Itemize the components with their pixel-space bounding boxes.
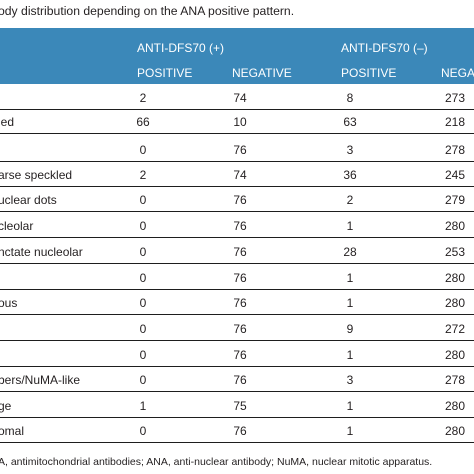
- table-row: ge 1 75 1 280: [0, 394, 474, 418]
- cell-pos2: 1: [346, 399, 354, 413]
- cell-neg2: 273: [444, 91, 466, 105]
- cell-neg1: 76: [233, 193, 247, 207]
- col-header-negative-1: NEGATIVE: [232, 66, 292, 80]
- cell-pos2: 9: [346, 322, 354, 336]
- cell-pos2: 1: [346, 348, 354, 362]
- cell-pos2: 28: [343, 245, 357, 259]
- table-row: nctate nucleolar 0 76 28 253: [0, 240, 474, 264]
- table-row: 0 76 1 280: [0, 266, 474, 290]
- cell-neg2: 279: [444, 193, 466, 207]
- group-header-anti-dfs70-positive: ANTI-DFS70 (+): [137, 41, 225, 55]
- cell-pos2: 1: [346, 424, 354, 438]
- cell-neg1: 76: [233, 143, 247, 157]
- cell-neg1: 76: [233, 271, 247, 285]
- cell-pos1: 0: [139, 348, 147, 362]
- cell-pos1: 0: [139, 193, 147, 207]
- cell-pos1: 1: [139, 399, 147, 413]
- cell-pos1: 0: [139, 219, 147, 233]
- cell-pos2: 63: [343, 115, 357, 129]
- table-header: ANTI-DFS70 (+) ANTI-DFS70 (–) POSITIVE N…: [0, 28, 474, 87]
- table-row: bers/NuMA-like 0 76 3 278: [0, 368, 474, 392]
- cell-neg1: 76: [233, 245, 247, 259]
- col-header-positive-1: POSITIVE: [137, 66, 193, 80]
- cell-neg1: 76: [233, 373, 247, 387]
- cell-pos2: 1: [346, 271, 354, 285]
- cell-pos1: 0: [139, 271, 147, 285]
- table-row: 0 76 3 278: [0, 138, 474, 162]
- table-row: omal 0 76 1 280: [0, 419, 474, 443]
- cell-pos2: 36: [343, 168, 357, 182]
- cell-neg2: 280: [444, 348, 466, 362]
- cell-neg2: 278: [444, 373, 466, 387]
- cell-neg1: 76: [233, 322, 247, 336]
- col-header-positive-2: POSITIVE: [341, 66, 397, 80]
- cell-pos2: 3: [346, 143, 354, 157]
- cell-neg2: 280: [444, 296, 466, 310]
- row-label: bers/NuMA-like: [0, 373, 81, 387]
- cell-neg1: 76: [233, 296, 247, 310]
- cell-neg2: 278: [444, 143, 466, 157]
- cell-pos2: 2: [346, 193, 354, 207]
- table-row: uclear dots 0 76 2 279: [0, 188, 474, 212]
- cell-pos1: 2: [139, 168, 147, 182]
- cell-pos2: 1: [346, 296, 354, 310]
- group-underline-positive: [134, 86, 314, 87]
- cell-neg1: 75: [233, 399, 247, 413]
- cell-neg2: 218: [444, 115, 466, 129]
- row-label: nctate nucleolar: [0, 245, 83, 259]
- cell-pos2: 8: [346, 91, 354, 105]
- cell-neg2: 280: [444, 271, 466, 285]
- cell-neg1: 74: [233, 168, 247, 182]
- table-row: 0 76 9 272: [0, 317, 474, 341]
- cell-neg1: 74: [233, 91, 247, 105]
- table-row: ous 0 76 1 280: [0, 291, 474, 315]
- cell-neg1: 76: [233, 424, 247, 438]
- cell-neg2: 280: [444, 424, 466, 438]
- row-label: arse speckled: [0, 168, 73, 182]
- group-header-anti-dfs70-negative: ANTI-DFS70 (–): [341, 41, 428, 55]
- cell-neg1: 10: [233, 115, 247, 129]
- cell-neg2: 253: [444, 245, 466, 259]
- cell-pos1: 0: [139, 424, 147, 438]
- table-row: arse speckled 2 74 36 245: [0, 163, 474, 187]
- cell-pos1: 0: [139, 245, 147, 259]
- cell-neg2: 272: [444, 322, 466, 336]
- table-row: 0 76 1 280: [0, 343, 474, 367]
- col-header-negative-2: NEGAT: [441, 66, 474, 80]
- row-label: ge: [0, 399, 12, 413]
- table-footnote: A, antimitochondrial antibodies; ANA, an…: [0, 456, 433, 468]
- row-label: cleolar: [0, 219, 34, 233]
- row-label: uclear dots: [0, 193, 57, 207]
- cell-pos1: 66: [136, 115, 150, 129]
- table-row: cleolar 0 76 1 280: [0, 214, 474, 238]
- cell-neg2: 280: [444, 399, 466, 413]
- row-label: omal: [0, 424, 25, 438]
- cell-pos2: 1: [346, 219, 354, 233]
- cell-neg2: 280: [444, 219, 466, 233]
- cell-pos1: 2: [139, 91, 147, 105]
- cell-pos1: 0: [139, 143, 147, 157]
- cell-neg1: 76: [233, 348, 247, 362]
- cell-pos1: 0: [139, 373, 147, 387]
- table-row: led 66 10 63 218: [0, 110, 474, 134]
- cell-pos2: 3: [346, 373, 354, 387]
- row-label: ous: [0, 296, 18, 310]
- cell-neg2: 245: [444, 168, 466, 182]
- cell-neg1: 76: [233, 219, 247, 233]
- cell-pos1: 0: [139, 322, 147, 336]
- cell-pos1: 0: [139, 296, 147, 310]
- table-caption: ody distribution depending on the ANA po…: [0, 4, 295, 18]
- group-underline-negative: [338, 86, 474, 87]
- row-label: led: [0, 115, 15, 129]
- table-row: 2 74 8 273: [0, 86, 474, 110]
